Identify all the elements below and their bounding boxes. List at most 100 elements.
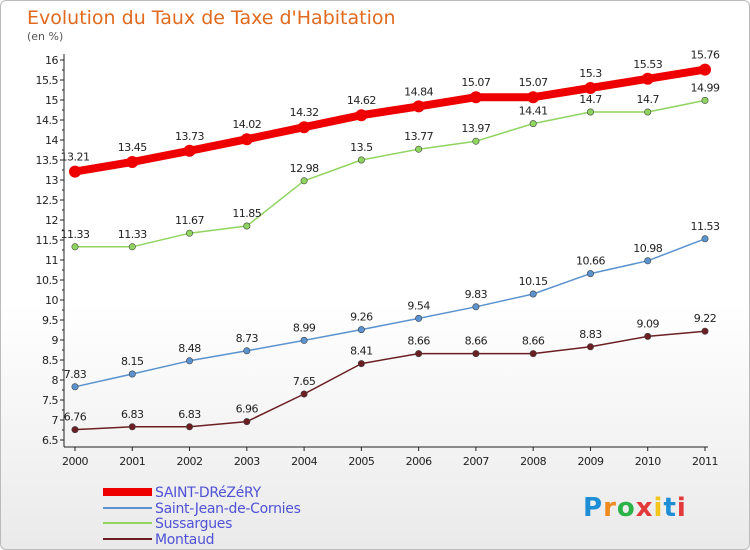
y-tick-label: 12	[45, 214, 58, 227]
data-point	[300, 336, 308, 344]
data-label: 14.41	[519, 105, 548, 118]
data-point	[701, 235, 709, 243]
series-line-3	[74, 330, 706, 431]
x-tick-label: 2004	[291, 455, 317, 468]
data-point	[357, 360, 365, 368]
data-label: 7.65	[293, 375, 316, 388]
data-label: 8.99	[293, 321, 316, 334]
y-tick-label: 14.5	[36, 114, 59, 127]
data-label: 9.09	[636, 317, 659, 330]
data-point	[527, 91, 540, 104]
data-label: 15.07	[461, 76, 490, 89]
data-label: 10.66	[576, 255, 605, 268]
data-label: 9.26	[350, 311, 373, 324]
data-point	[357, 156, 365, 164]
series-line-2	[74, 99, 706, 248]
legend: SAINT-DRéZéRYSaint-Jean-de-CorniesSussar…	[103, 485, 301, 548]
chart-subtitle: (en %)	[27, 30, 63, 43]
x-tick-label: 2003	[234, 455, 260, 468]
legend-label-0: SAINT-DRéZéRY	[155, 485, 262, 501]
data-point	[128, 423, 136, 431]
data-point	[699, 63, 711, 76]
data-point	[412, 100, 425, 113]
data-label: 15.53	[633, 58, 662, 71]
y-tick-label: 9	[52, 334, 59, 347]
data-point	[472, 350, 480, 358]
data-point	[586, 270, 594, 278]
data-label: 14.99	[691, 81, 720, 94]
data-point	[243, 222, 251, 230]
data-label: 10.98	[633, 242, 662, 255]
data-point	[415, 350, 423, 358]
data-point	[71, 383, 79, 391]
data-point	[529, 120, 537, 128]
data-point	[415, 145, 423, 153]
data-label: 11.33	[61, 228, 90, 241]
data-point	[529, 350, 537, 358]
x-tick-label: 2010	[635, 455, 661, 468]
y-tick-label: 13	[45, 174, 58, 187]
data-point	[243, 418, 251, 426]
data-label: 8.66	[522, 335, 545, 348]
data-label: 14.84	[404, 85, 433, 98]
data-label: 8.48	[178, 342, 201, 355]
x-tick-label: 2002	[177, 455, 203, 468]
data-point	[529, 290, 537, 298]
data-label: 13.45	[118, 141, 147, 154]
data-point	[355, 109, 368, 122]
data-point	[183, 144, 196, 157]
y-tick-label: 7.5	[42, 394, 58, 407]
series-0: 13.21 13.45 13.73 14.02 14.32 14.62 14.84 15.07…	[61, 49, 720, 178]
data-point	[126, 156, 139, 168]
data-label: 9.54	[407, 299, 430, 312]
data-point	[415, 314, 423, 322]
axes: 6.577.588.599.51010.51111.51212.51313.51…	[36, 54, 719, 468]
y-tick-label: 11.5	[36, 234, 59, 247]
data-point	[300, 390, 308, 398]
data-point	[71, 243, 79, 251]
data-point	[186, 423, 194, 431]
series-1: 7.83 8.15 8.48 8.73 8.99 9.26 9.54 9.83 10.15 10.…	[64, 220, 720, 391]
data-point	[128, 243, 136, 251]
series-3: 6.76 6.83 6.83 6.96 7.65 8.41 8.66 8.66 8.66 8.83…	[64, 312, 717, 434]
data-label: 13.21	[61, 151, 90, 164]
data-point	[584, 82, 597, 94]
data-label: 8.66	[465, 335, 488, 348]
series-line-0	[71, 65, 709, 176]
data-label: 15.07	[519, 76, 548, 89]
y-tick-label: 15	[45, 94, 58, 107]
data-point	[300, 177, 308, 185]
data-point	[357, 326, 365, 334]
data-point	[472, 303, 480, 311]
data-label: 14.7	[579, 93, 602, 106]
data-label: 15.76	[691, 49, 720, 62]
data-point	[469, 91, 482, 104]
y-tick-label: 6.5	[42, 434, 58, 447]
data-label: 9.22	[694, 312, 717, 325]
data-label: 11.85	[232, 207, 261, 220]
data-label: 6.96	[236, 403, 259, 416]
data-label: 8.73	[236, 332, 259, 345]
legend-label-2: Sussargues	[155, 516, 232, 532]
y-tick-label: 11	[45, 254, 58, 267]
data-label: 14.62	[347, 94, 376, 107]
y-tick-label: 9.5	[42, 314, 58, 327]
data-label: 11.67	[175, 214, 204, 227]
data-point	[586, 343, 594, 351]
y-tick-label: 10	[45, 294, 58, 307]
data-point	[644, 108, 652, 116]
data-point	[472, 137, 480, 145]
chart-title: Evolution du Taux de Taxe d'Habitation	[27, 7, 396, 29]
data-label: 11.53	[691, 220, 720, 233]
data-point	[701, 96, 709, 104]
y-tick-label: 8.5	[42, 354, 58, 367]
data-point	[298, 121, 311, 134]
data-label: 13.5	[350, 141, 373, 154]
proxiti-logo: Proxiti	[583, 493, 686, 523]
data-label: 6.76	[64, 411, 87, 424]
legend-label-3: Montaud	[155, 532, 214, 548]
legend-label-1: Saint-Jean-de-Cornies	[155, 501, 301, 517]
series-2: 11.33 11.33 11.67 11.85 12.98 13.5 13.77 13.97 1…	[61, 81, 720, 251]
